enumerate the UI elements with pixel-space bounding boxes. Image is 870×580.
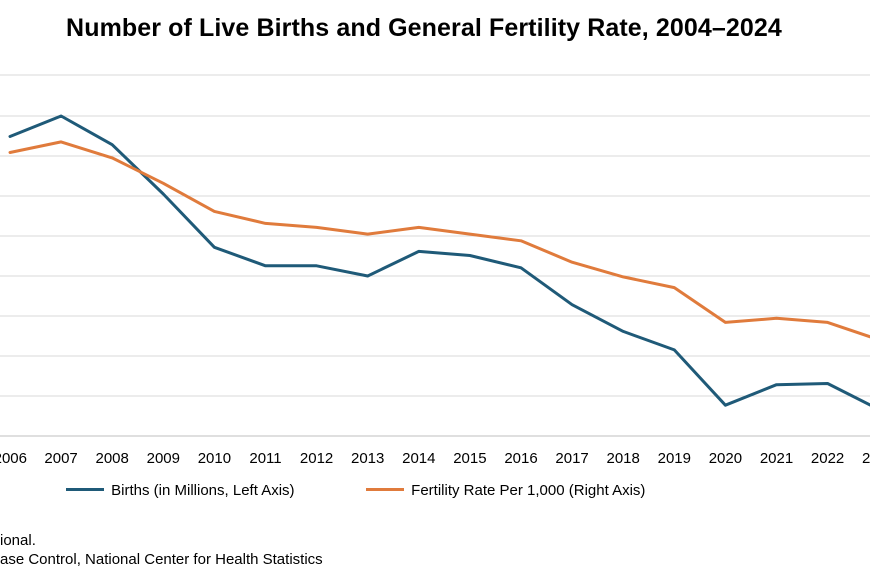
x-tick-label: 2007 <box>44 450 77 467</box>
x-tick-label: 2011 <box>249 450 281 467</box>
legend-swatch-births <box>66 487 104 491</box>
source-note-line-1: ional. <box>0 532 36 549</box>
legend-swatch-fertility <box>366 487 404 491</box>
legend-item-fertility: Fertility Rate Per 1,000 (Right Axis) <box>366 482 645 499</box>
line-chart: 2006 2007 2008 2009 2010 2011 2012 2013 2014 2015… <box>0 74 870 467</box>
x-tick-label: 2020 <box>709 450 742 467</box>
series-lines <box>8 114 870 407</box>
x-tick-label: 2009 <box>147 450 180 467</box>
x-tick-label: 2010 <box>198 450 231 467</box>
x-tick-label: 2013 <box>351 450 384 467</box>
x-tick-label: 2017 <box>555 450 588 467</box>
x-axis-tick-labels: 2006 2007 2008 2009 2010 2011 2012 2013 2014 2015… <box>0 450 870 467</box>
gridlines <box>0 74 870 437</box>
chart-title: Number of Live Births and General Fertil… <box>66 14 782 42</box>
legend-label-fertility: Fertility Rate Per 1,000 (Right Axis) <box>411 482 646 499</box>
x-tick-label: 2016 <box>504 450 537 467</box>
x-tick-label: 2006 <box>0 450 27 467</box>
x-tick-label: 2021 <box>760 450 793 467</box>
source-note-line-2: ase Control, National Center for Health … <box>0 551 323 568</box>
births-series-line <box>8 114 870 407</box>
legend: Births (in Millions, Left Axis) Fertilit… <box>0 482 870 506</box>
x-tick-label: 2012 <box>300 450 333 467</box>
x-tick-label: 2 <box>862 450 870 467</box>
x-tick-label: 2014 <box>402 450 435 467</box>
x-tick-label: 2022 <box>811 450 844 467</box>
x-tick-label: 2018 <box>607 450 640 467</box>
x-tick-label: 2015 <box>453 450 486 467</box>
legend-item-births: Births (in Millions, Left Axis) <box>66 482 295 499</box>
x-tick-label: 2008 <box>96 450 129 467</box>
legend-label-births: Births (in Millions, Left Axis) <box>111 482 295 499</box>
fertility-series-line <box>8 140 870 339</box>
x-tick-label: 2019 <box>658 450 691 467</box>
